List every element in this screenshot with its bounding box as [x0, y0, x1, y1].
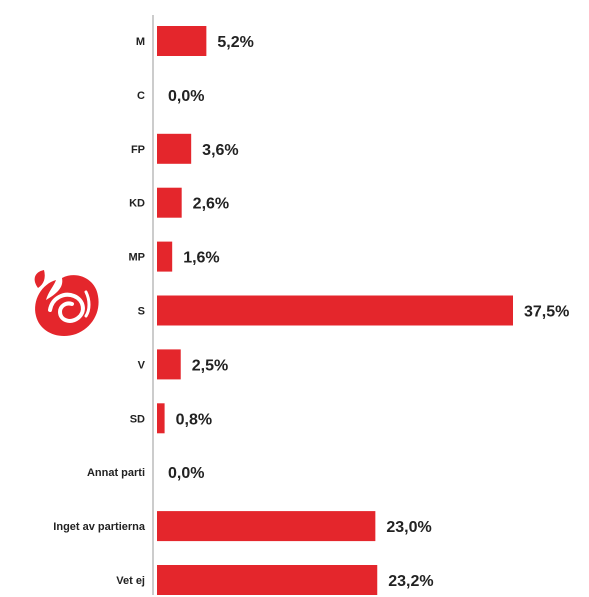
value-label: 37,5%: [524, 304, 569, 321]
value-label: 1,6%: [183, 250, 219, 267]
value-label: 0,0%: [168, 88, 204, 105]
category-label: Vet ej: [116, 575, 145, 587]
value-label: 3,6%: [202, 142, 238, 159]
bar: [157, 187, 182, 218]
bar: [157, 403, 165, 434]
bar: [157, 133, 192, 164]
value-label: 2,5%: [192, 357, 228, 374]
rose-inner-curl: [84, 290, 91, 318]
rose-swirl: [48, 292, 85, 323]
bar: [157, 295, 513, 326]
category-label: MP: [129, 252, 146, 264]
category-label: FP: [131, 144, 145, 156]
category-label: S: [138, 306, 145, 318]
category-label: Annat parti: [87, 467, 145, 479]
value-label: 0,0%: [168, 465, 204, 482]
bar: [157, 565, 378, 595]
value-labels: 5,2% 0,0% 3,6% 2,6% 1,6% 37,5% 2,5% 0,8% 0,0% 23,…: [168, 34, 569, 590]
category-label: V: [138, 359, 146, 371]
bar: [157, 349, 181, 380]
rose-leaf: [34, 270, 45, 288]
value-label: 23,2%: [388, 573, 433, 590]
value-label: 2,6%: [193, 196, 229, 213]
social-democrats-rose-logo-icon: [34, 270, 99, 336]
bar: [157, 241, 173, 272]
value-label: 0,8%: [176, 411, 212, 428]
category-label: C: [137, 90, 145, 102]
bar: [157, 26, 207, 56]
value-label: 23,0%: [386, 519, 431, 536]
category-labels: M C FP KD MP S V SD Annat parti Inget av partiern…: [53, 36, 146, 587]
category-label: M: [136, 36, 145, 48]
value-label: 5,2%: [217, 34, 253, 51]
bars: [157, 26, 513, 595]
bar: [157, 511, 376, 542]
category-label: Inget av partierna: [53, 521, 146, 533]
category-label: KD: [129, 198, 145, 210]
category-label: SD: [130, 413, 145, 425]
